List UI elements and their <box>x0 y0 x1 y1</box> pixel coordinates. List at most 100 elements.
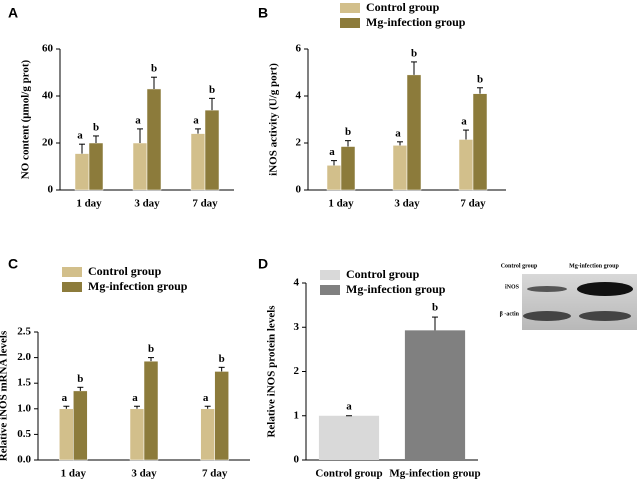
x-tick-label: 1 day <box>61 468 87 480</box>
panel-label: B <box>258 5 268 21</box>
bar <box>340 146 356 191</box>
y-axis-title: Relative iNOS mRNA levels <box>0 330 10 461</box>
significance-letter: a <box>203 392 209 404</box>
y-tick-label: 0.0 <box>17 454 31 466</box>
blot-image <box>522 274 637 330</box>
x-tick-label: Mg-infection group <box>389 468 480 480</box>
blot-band <box>577 282 633 296</box>
bar <box>73 390 88 461</box>
bar <box>406 74 422 191</box>
x-tick-label: 1 day <box>76 198 102 210</box>
bar <box>88 142 104 191</box>
bar <box>472 93 488 191</box>
significance-letter: b <box>93 121 99 133</box>
x-tick-label: 3 day <box>134 198 160 210</box>
legend-swatch <box>320 270 340 280</box>
significance-letter: a <box>62 392 68 404</box>
legend-swatch <box>62 282 82 292</box>
y-tick-label: 0 <box>296 184 302 196</box>
significance-letter: b <box>411 47 417 59</box>
y-axis-title: iNOS activity (U/g port) <box>268 63 280 176</box>
blot-band <box>527 286 567 292</box>
y-tick-label: 1.5 <box>17 377 31 389</box>
legend-label: Mg-infection group <box>366 15 466 29</box>
bar <box>59 408 74 461</box>
y-axis-title: Relative iNOS protein levels <box>266 305 278 438</box>
y-tick-label: 2 <box>296 137 302 149</box>
legend-label: Control group <box>346 267 420 281</box>
blot-row-label: β -actin <box>500 311 520 317</box>
blot-column-label: Mg-infection group <box>569 263 619 269</box>
legend-swatch <box>320 285 340 295</box>
y-tick-label: 0 <box>294 454 300 466</box>
significance-letter: a <box>132 392 138 404</box>
significance-letter: b <box>148 343 154 355</box>
bar <box>190 133 206 191</box>
y-tick-label: 40 <box>42 90 54 102</box>
x-tick-label: 3 day <box>131 468 157 480</box>
bar <box>404 330 466 460</box>
panel-label: C <box>8 256 18 272</box>
legend-label: Control group <box>366 0 440 14</box>
legend-swatch <box>340 3 360 13</box>
y-tick-label: 4 <box>294 277 300 289</box>
y-tick-label: 60 <box>42 43 54 55</box>
blot-row-label: iNOS <box>505 284 520 290</box>
y-tick-label: 0 <box>48 184 54 196</box>
legend-label: Mg-infection group <box>346 282 446 296</box>
significance-letter: a <box>346 400 352 412</box>
bar <box>204 109 220 191</box>
blot-band <box>579 311 631 321</box>
y-tick-label: 2 <box>294 365 300 377</box>
x-tick-label: 1 day <box>328 198 354 210</box>
significance-letter: b <box>432 302 438 314</box>
significance-letter: b <box>151 63 157 75</box>
bar <box>200 408 215 461</box>
significance-letter: b <box>345 126 351 138</box>
bar <box>132 142 148 191</box>
panel-label: A <box>8 5 18 21</box>
y-tick-label: 1 <box>294 409 300 421</box>
bar <box>458 139 474 191</box>
bar <box>214 371 229 461</box>
x-tick-label: 7 day <box>192 198 218 210</box>
significance-letter: a <box>329 146 335 158</box>
bar <box>146 88 162 191</box>
y-tick-label: 0.5 <box>17 428 31 440</box>
x-tick-label: Control group <box>315 468 382 480</box>
y-tick-label: 4 <box>296 90 302 102</box>
significance-letter: a <box>77 130 83 142</box>
significance-letter: b <box>209 84 215 96</box>
blot-band <box>523 311 571 321</box>
bar <box>326 165 342 191</box>
significance-letter: b <box>219 353 225 365</box>
significance-letter: b <box>77 373 83 385</box>
legend-swatch <box>340 18 360 28</box>
x-tick-label: 3 day <box>394 198 420 210</box>
bar <box>129 408 145 461</box>
y-tick-label: 1.0 <box>17 402 31 414</box>
bar <box>143 360 159 461</box>
x-tick-label: 7 day <box>460 198 486 210</box>
x-tick-label: 7 day <box>202 468 228 480</box>
significance-letter: a <box>395 127 401 139</box>
y-tick-label: 2.5 <box>17 326 31 338</box>
panel-label: D <box>258 256 268 272</box>
bar <box>392 145 408 191</box>
significance-letter: a <box>135 114 141 126</box>
bar <box>74 153 90 191</box>
significance-letter: b <box>477 73 483 85</box>
y-tick-label: 2.0 <box>17 351 31 363</box>
y-tick-label: 20 <box>42 137 54 149</box>
legend-swatch <box>62 267 82 277</box>
significance-letter: a <box>461 116 467 128</box>
legend-label: Control group <box>88 264 162 278</box>
legend-label: Mg-infection group <box>88 279 188 293</box>
significance-letter: a <box>193 114 199 126</box>
y-tick-label: 3 <box>294 321 300 333</box>
blot-column-label: Control group <box>501 263 538 269</box>
y-axis-title: NO content (μmol/g prot) <box>20 59 32 179</box>
bar <box>318 415 380 460</box>
y-tick-label: 6 <box>296 43 302 55</box>
